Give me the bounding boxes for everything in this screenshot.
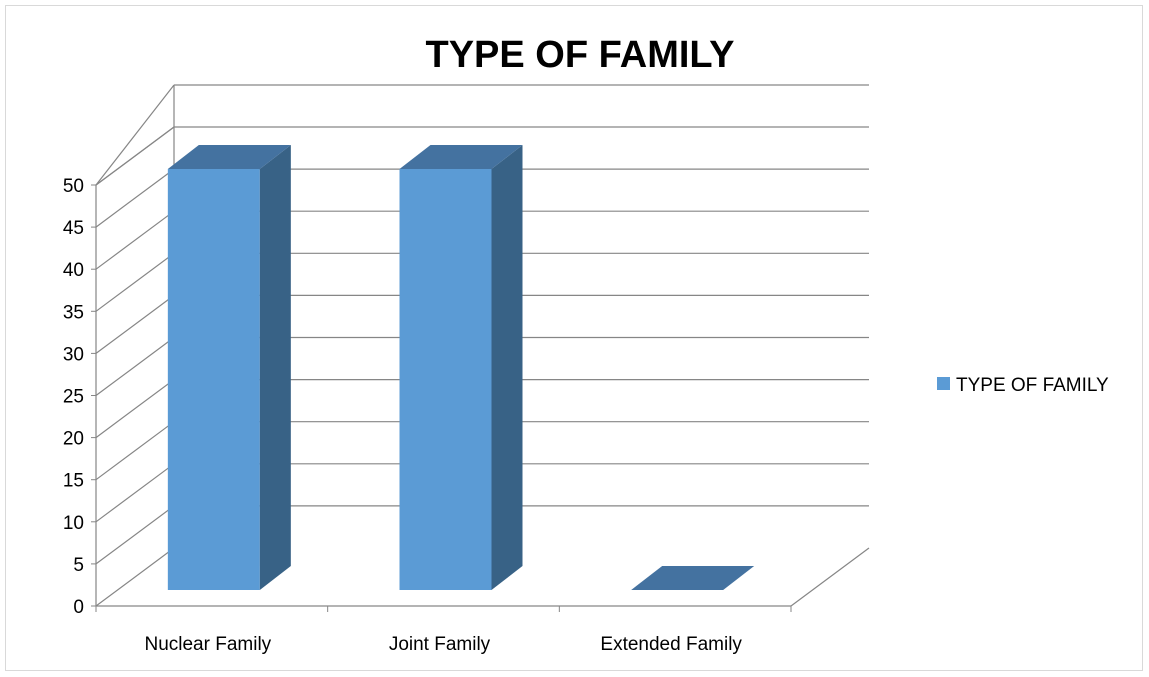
- bar-side: [491, 145, 523, 590]
- bar-front: [399, 169, 492, 590]
- y-tick-label: 35: [63, 302, 84, 323]
- gridline-diagonal: [95, 547, 175, 607]
- chart-title: TYPE OF FAMILY: [425, 34, 735, 76]
- gridline-diagonal: [95, 379, 175, 439]
- bar-side: [259, 145, 291, 590]
- gridline-diagonal: [95, 337, 175, 396]
- wall-top-edge: [95, 126, 175, 186]
- bar: [167, 145, 291, 590]
- bar: [399, 145, 523, 590]
- y-tick-label: 25: [63, 387, 84, 408]
- gridline-diagonal: [95, 294, 175, 354]
- y-tick-label: 20: [63, 429, 84, 450]
- x-category-label: Extended Family: [600, 634, 742, 655]
- y-tick-label: 45: [63, 218, 84, 239]
- bar-front: [167, 169, 260, 590]
- y-tick-label: 15: [63, 471, 84, 492]
- legend-label: TYPE OF FAMILY: [956, 375, 1109, 396]
- bar: [631, 566, 755, 590]
- gridline-diagonal: [95, 421, 175, 481]
- legend-swatch: [937, 377, 950, 390]
- floor-right-edge: [790, 547, 870, 607]
- y-tick-label: 10: [63, 513, 84, 534]
- gridline-diagonal: [95, 210, 175, 270]
- gridline-diagonal: [95, 505, 175, 565]
- x-category-label: Joint Family: [389, 634, 491, 655]
- y-tick-label: 5: [73, 555, 84, 576]
- gridline-diagonal-top: [95, 84, 175, 186]
- gridline-diagonal: [95, 168, 175, 228]
- gridline-diagonal: [95, 252, 175, 312]
- y-tick-label: 40: [63, 260, 84, 281]
- y-tick-label: 30: [63, 344, 84, 365]
- bar-top: [631, 566, 755, 590]
- bar-top: [167, 145, 291, 169]
- gridline-diagonal: [95, 463, 175, 523]
- bar-top: [399, 145, 523, 169]
- y-tick-label: 0: [73, 597, 84, 618]
- x-category-label: Nuclear Family: [144, 634, 271, 655]
- y-tick-label: 50: [63, 176, 84, 197]
